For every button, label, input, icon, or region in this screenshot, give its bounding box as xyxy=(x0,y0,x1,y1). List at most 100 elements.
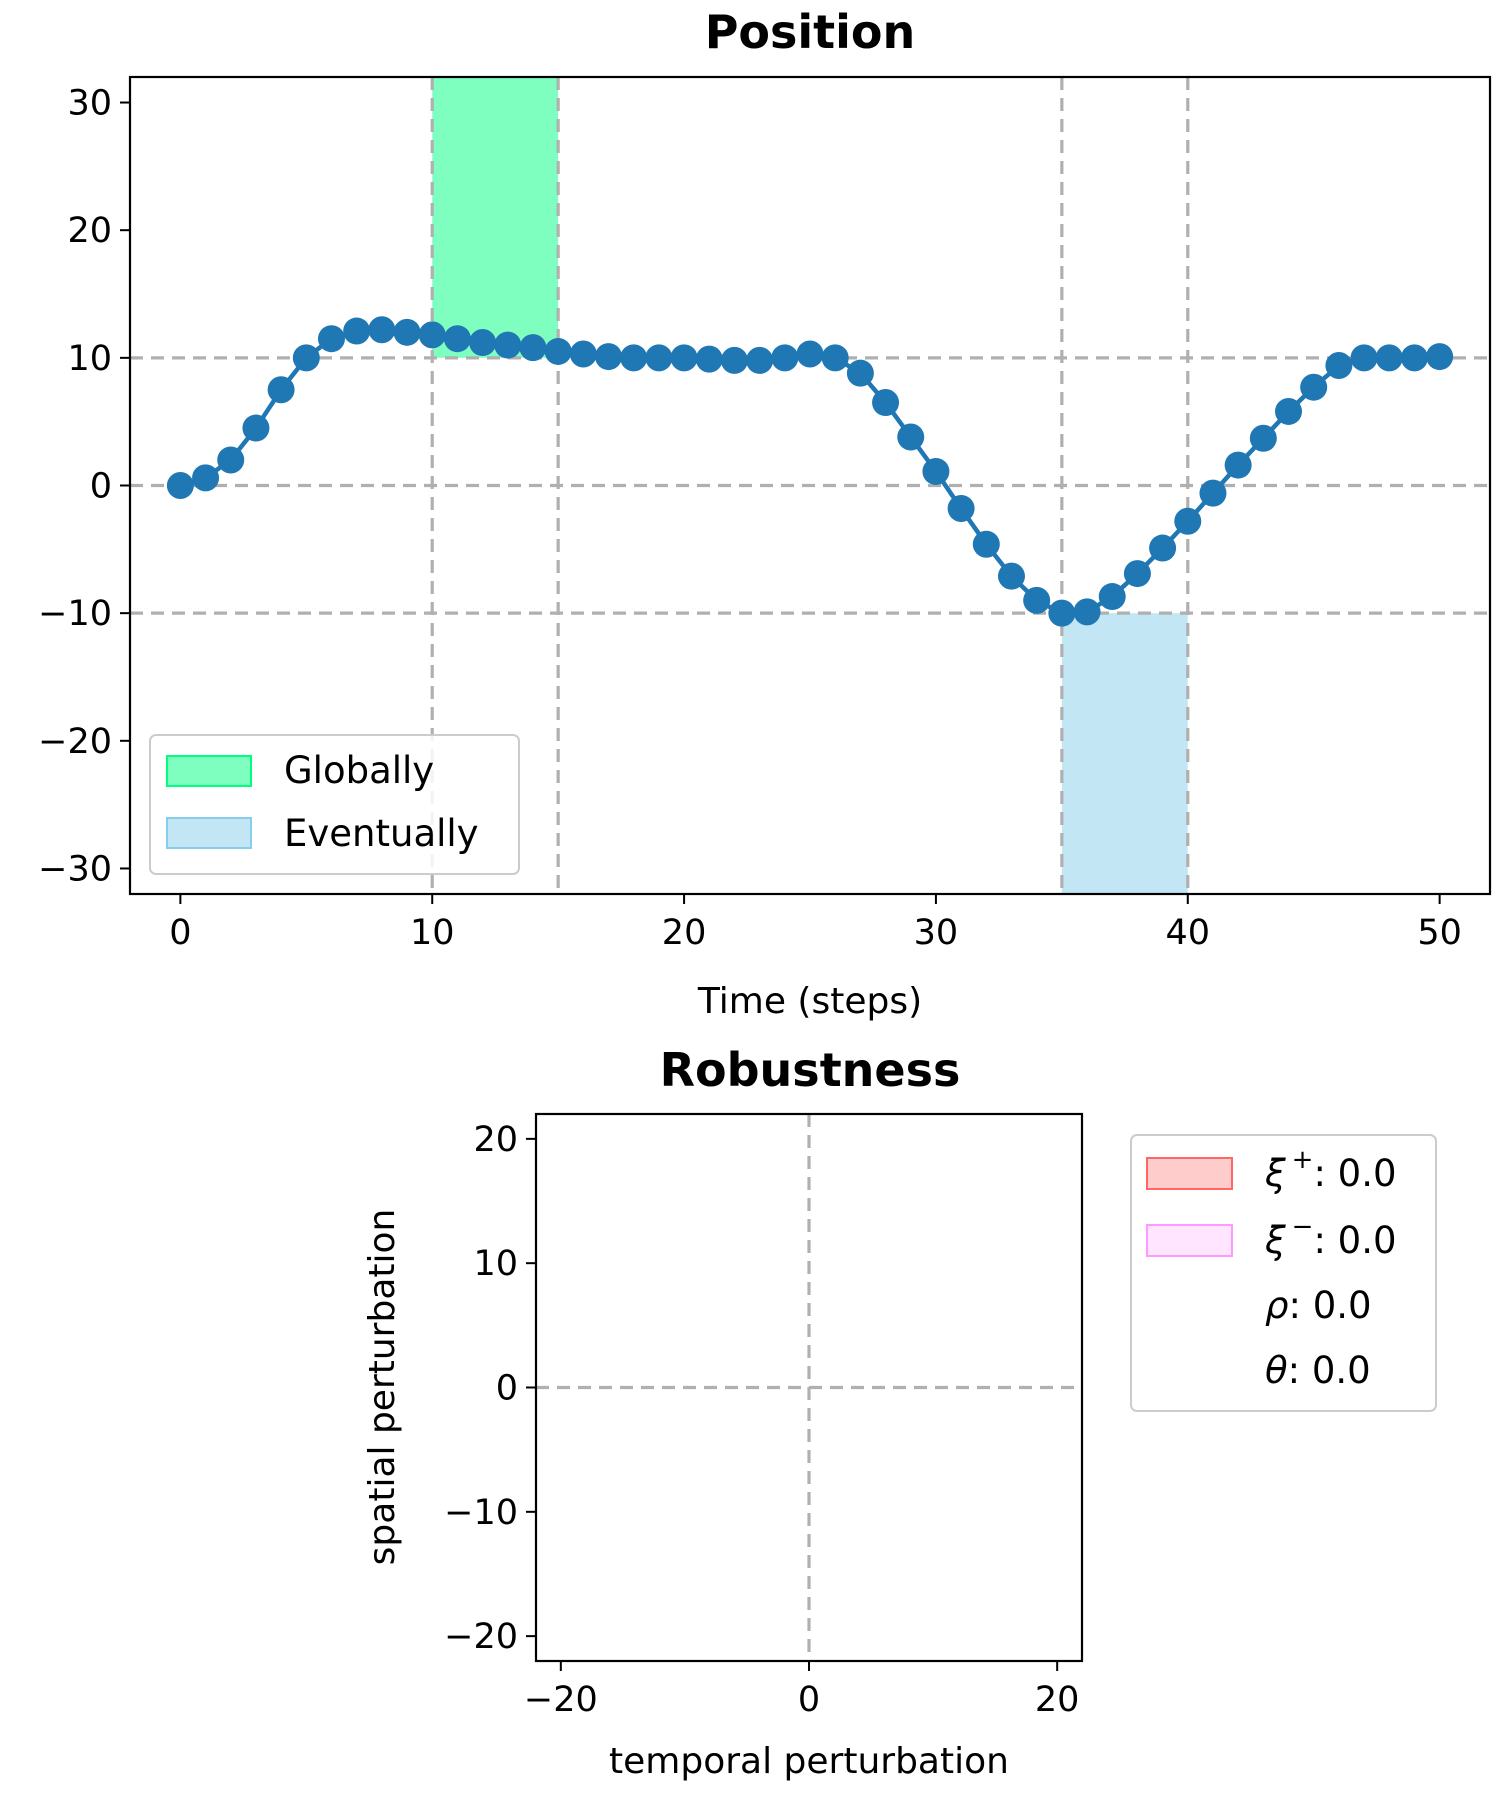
data-point xyxy=(1224,451,1252,479)
y-tick-label: 0 xyxy=(496,1369,518,1409)
y-tick-label: 0 xyxy=(90,467,112,507)
data-point xyxy=(317,325,345,353)
data-point xyxy=(343,317,371,345)
xi-plus-symbol: ξ xyxy=(1264,1152,1286,1195)
data-point xyxy=(1350,344,1378,372)
data-point xyxy=(1400,344,1428,372)
data-point xyxy=(1375,344,1403,372)
data-point xyxy=(569,340,597,368)
legend-label-eventually: Eventually xyxy=(284,812,479,855)
robustness-x-axis-label: temporal perturbation xyxy=(609,1741,1009,1782)
data-point xyxy=(1073,598,1101,626)
data-point xyxy=(443,325,471,353)
series-line xyxy=(179,327,1440,616)
legend-swatch-globally xyxy=(166,755,252,787)
data-point xyxy=(1275,397,1303,425)
legend-label-theta: θ: 0.0 xyxy=(1265,1349,1371,1392)
data-point xyxy=(192,464,220,492)
x-tick-label: 40 xyxy=(1166,913,1211,953)
data-point xyxy=(267,376,295,404)
data-point xyxy=(393,318,421,346)
data-point xyxy=(1426,343,1454,371)
legend-label-rho: ρ: 0.0 xyxy=(1265,1284,1372,1327)
legend-entry-xi-minus: ξ −: 0.0 xyxy=(1146,1212,1397,1262)
data-point xyxy=(368,316,396,344)
y-tick-label: 20 xyxy=(473,1120,518,1160)
x-tick-label: 0 xyxy=(798,1680,820,1720)
legend-label-xi-minus: ξ −: 0.0 xyxy=(1264,1212,1397,1262)
position-chart-title: Position xyxy=(705,5,916,59)
legend-swatch-xi-plus xyxy=(1146,1157,1233,1190)
data-point xyxy=(922,457,950,485)
data-point xyxy=(645,344,673,372)
legend-entry-eventually: Eventually xyxy=(166,812,479,855)
legend-label-globally: Globally xyxy=(284,749,434,792)
position-regions xyxy=(432,77,1188,894)
robustness-y-axis-label: spatial perturbation xyxy=(362,1209,403,1566)
legend-entry-rho: ρ: 0.0 xyxy=(1265,1284,1372,1327)
xi-plus-value: : 0.0 xyxy=(1313,1152,1396,1195)
position-series xyxy=(166,316,1454,627)
robustness-legend-frame xyxy=(1130,1134,1437,1412)
data-point xyxy=(494,331,522,359)
xi-minus-value: : 0.0 xyxy=(1313,1219,1396,1262)
data-point xyxy=(519,334,547,362)
data-point xyxy=(897,423,925,451)
x-tick-label: 10 xyxy=(410,913,455,953)
data-point xyxy=(1123,560,1151,588)
y-tick-label: 20 xyxy=(67,211,112,251)
legend-label-xi-plus: ξ +: 0.0 xyxy=(1264,1145,1397,1195)
legend-entry-xi-plus: ξ +: 0.0 xyxy=(1146,1145,1397,1195)
data-point xyxy=(292,344,320,372)
rho-value: : 0.0 xyxy=(1289,1284,1372,1327)
x-tick-label: 20 xyxy=(662,913,707,953)
data-point xyxy=(469,329,497,357)
data-point xyxy=(670,344,698,372)
position-x-axis-label: Time (steps) xyxy=(697,981,922,1022)
xi-minus-symbol: ξ xyxy=(1264,1219,1286,1262)
y-tick-label: 10 xyxy=(473,1244,518,1284)
data-point xyxy=(1199,479,1227,507)
rho-symbol: ρ xyxy=(1265,1284,1289,1327)
theta-symbol: θ xyxy=(1265,1349,1288,1392)
data-point xyxy=(1048,599,1076,627)
x-tick-label: 50 xyxy=(1417,913,1462,953)
data-point xyxy=(720,346,748,374)
robustness-chart: Robustness −20 0 20 20 10 0 −10 −20 temporal p… xyxy=(362,1043,1437,1782)
data-point xyxy=(1149,534,1177,562)
x-tick-label: 0 xyxy=(169,913,191,953)
position-y-ticks: 30 20 10 0 −10 −20 −30 xyxy=(38,84,130,889)
y-tick-label: −20 xyxy=(444,1617,518,1657)
x-tick-label: 20 xyxy=(1035,1680,1080,1720)
robustness-chart-title: Robustness xyxy=(660,1043,961,1097)
data-point xyxy=(217,446,245,474)
theta-value: : 0.0 xyxy=(1288,1349,1371,1392)
robustness-legend: ξ +: 0.0 ξ −: 0.0 ρ: 0.0 θ: 0.0 xyxy=(1130,1134,1437,1412)
data-point xyxy=(544,337,572,365)
data-point xyxy=(1174,507,1202,535)
data-point xyxy=(972,530,1000,558)
data-point xyxy=(166,472,194,499)
y-tick-label: −20 xyxy=(38,722,112,762)
data-point xyxy=(1098,583,1126,611)
xi-minus-superscript: − xyxy=(1292,1212,1314,1242)
legend-entry-globally: Globally xyxy=(166,749,434,792)
x-tick-label: 30 xyxy=(914,913,959,953)
data-point xyxy=(771,344,799,372)
y-tick-label: 30 xyxy=(67,84,112,124)
x-tick-label: −20 xyxy=(524,1680,598,1720)
data-point xyxy=(846,359,874,387)
data-point xyxy=(242,414,270,442)
data-point xyxy=(1325,352,1353,380)
xi-plus-superscript: + xyxy=(1292,1145,1314,1175)
y-tick-label: −10 xyxy=(38,594,112,634)
data-point xyxy=(997,562,1025,590)
data-point xyxy=(595,343,623,371)
data-point xyxy=(947,494,975,522)
data-point xyxy=(620,344,648,372)
data-point xyxy=(695,345,723,373)
data-point xyxy=(1023,586,1051,614)
robustness-grid xyxy=(536,1114,1082,1661)
legend-entry-theta: θ: 0.0 xyxy=(1265,1349,1371,1392)
